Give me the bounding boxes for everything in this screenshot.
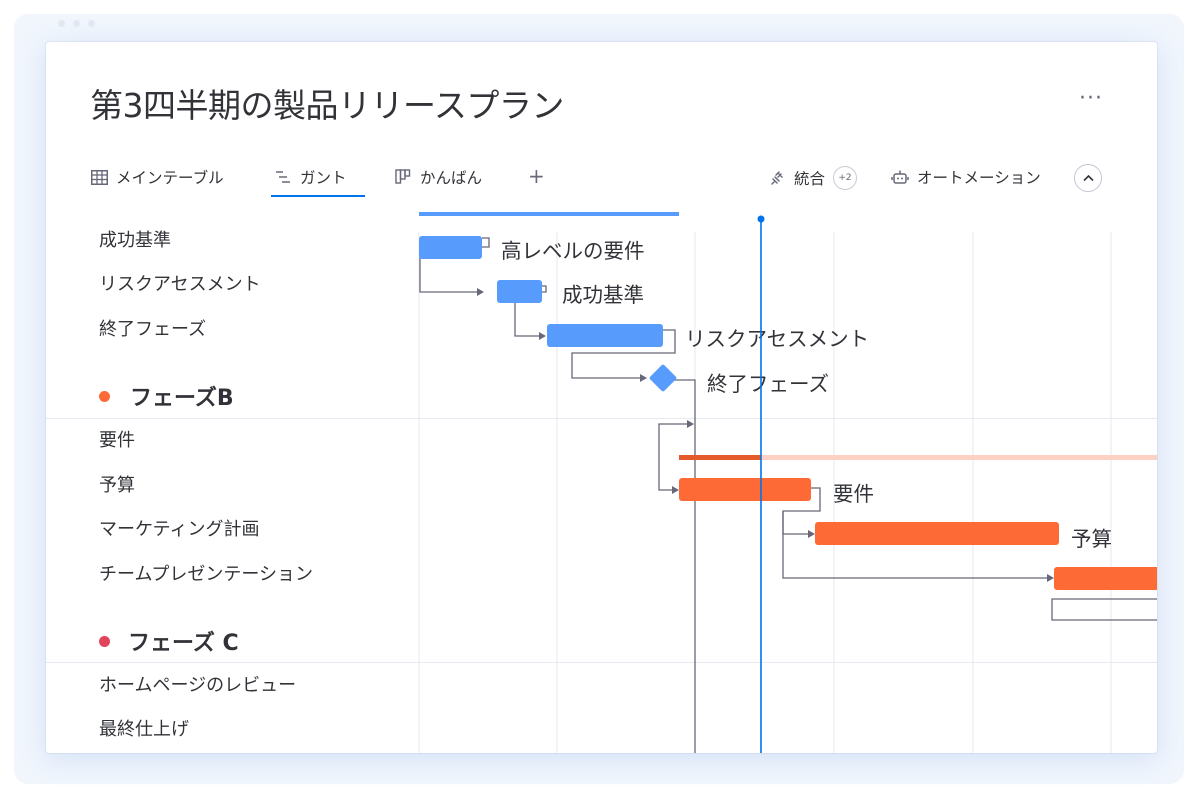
group-header-phase-c[interactable]: フェーズ C [99,625,239,657]
gantt-bar-b2 [815,522,1059,545]
divider [46,418,1157,419]
tab-main-table-label: メインテーブル [116,169,224,187]
arrow-head [672,486,679,494]
table-icon [90,169,108,185]
row-label[interactable]: マーケティング計画 [99,519,260,540]
tab-main-table[interactable]: メインテーブル [90,166,224,188]
gantt-bar-a1 [419,236,482,259]
group-color-dot [99,390,110,402]
arrow-head [539,332,546,340]
arrow-head [808,530,815,538]
phase-b-progress-track [679,455,1157,460]
tab-kanban[interactable]: かんばん [394,166,482,188]
row-label[interactable]: 成功基準 [99,230,171,251]
divider [46,662,1157,663]
phase-b-progress-fill [679,455,761,460]
tab-gantt[interactable]: ガント [274,166,347,188]
dependency-line [663,379,696,753]
group-color-dot [99,635,110,647]
chevron-up-icon [1082,172,1094,185]
milestone-diamond [649,364,677,392]
row-label[interactable]: リスクアセスメント [99,274,261,295]
tab-gantt-label: ガント [300,169,347,187]
integrate-label: 統合 [794,170,826,188]
row-label[interactable]: チームプレゼンテーション [99,564,314,585]
row-label[interactable]: 終了フェーズ [99,319,207,340]
row-label[interactable]: ホームページのレビュー [99,675,297,696]
dependency-line [571,329,676,379]
arrow-head [640,374,647,382]
board-card: 第3四半期の製品リリースプラン ··· メインテーブル ガント かんばん + 統… [46,42,1157,753]
automation-button[interactable]: オートメーション [891,166,1041,188]
bar-label: 終了フェーズ [707,372,829,396]
dependency-line [782,487,821,535]
group-title: フェーズ C [128,631,239,656]
more-options-button[interactable]: ··· [1079,86,1103,111]
gantt-bar-a2 [497,280,542,303]
tab-kanban-label: かんばん [420,169,483,187]
row-label[interactable]: 要件 [99,430,135,451]
gantt-chart: 高レベルの要件 成功基準 リスクアセスメント 終了フェーズ 要件 予算 [418,212,1157,753]
gantt-bar-b3 [1054,567,1157,590]
automation-label: オートメーション [917,169,1041,187]
integrate-badge: +2 [833,166,858,190]
dependency-arrows [477,288,1054,582]
add-view-button[interactable]: + [528,164,545,188]
bar-label: 高レベルの要件 [501,239,645,263]
arrow-head [1047,574,1054,582]
bar-label: 成功基準 [562,283,644,307]
dependency-line [782,511,1049,579]
dependency-lines [419,237,1157,753]
window-dots [58,20,95,27]
phase-a-progress [419,212,679,216]
robot-icon [891,169,909,186]
today-marker-dot [757,215,765,223]
bar-label: 予算 [1071,527,1112,551]
gantt-icon [274,170,292,184]
row-label[interactable]: 最終仕上げ [99,719,189,740]
row-label[interactable]: 予算 [99,475,135,496]
group-header-phase-b[interactable]: フェーズB [99,380,234,412]
group-title: フェーズB [130,386,234,411]
integrate-button[interactable]: 統合 +2 [768,166,858,190]
dependency-line [658,423,692,491]
active-tab-indicator [271,195,365,197]
bar-label: 要件 [833,482,874,506]
collapse-header-button[interactable] [1074,164,1102,192]
gantt-bar-a3 [547,324,663,347]
bar-label: リスクアセスメント [685,327,869,351]
kanban-icon [394,169,412,185]
board-title: 第3四半期の製品リリースプラン [90,86,564,125]
arrow-head [687,420,694,428]
arrow-head [477,288,484,296]
plug-icon [768,170,786,187]
dependency-line [1051,598,1157,621]
gantt-bar-b1 [679,478,811,501]
